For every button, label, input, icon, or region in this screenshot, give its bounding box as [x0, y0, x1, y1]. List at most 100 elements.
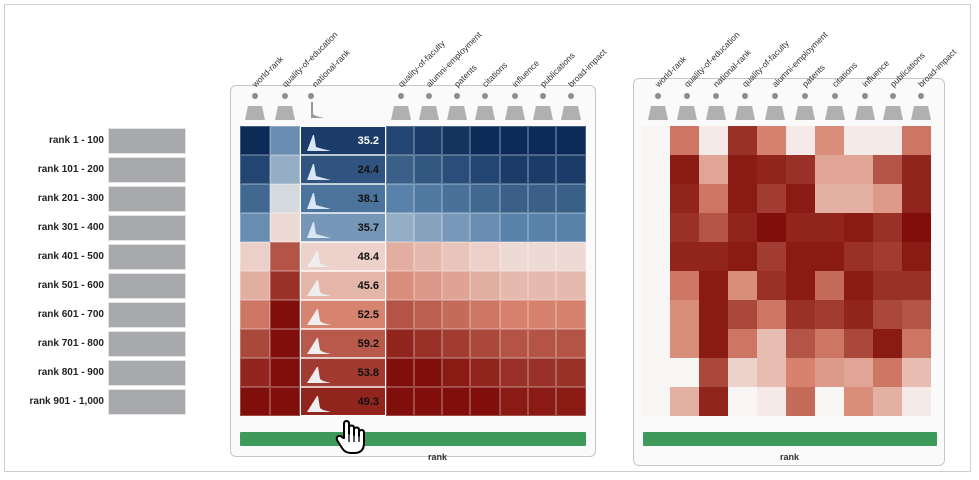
- heatmap-cell[interactable]: [786, 184, 815, 213]
- distribution-glyph-icon[interactable]: [444, 92, 470, 127]
- row-bar[interactable]: [108, 244, 186, 270]
- distribution-glyph-icon[interactable]: [242, 92, 268, 127]
- heatmap-cell[interactable]: [786, 126, 815, 155]
- heatmap-cell[interactable]: [270, 213, 300, 242]
- heatmap-cell[interactable]: [414, 271, 442, 300]
- row-bar[interactable]: [108, 389, 186, 415]
- heatmap-cell[interactable]: [470, 126, 500, 155]
- heatmap-cell[interactable]: [844, 329, 873, 358]
- heatmap-cell[interactable]: [699, 155, 728, 184]
- heatmap-cell[interactable]: [386, 358, 414, 387]
- distribution-glyph-icon[interactable]: [822, 92, 848, 127]
- heatmap-cell[interactable]: [500, 126, 528, 155]
- heatmap-cell[interactable]: [470, 184, 500, 213]
- heatmap-cell[interactable]: [240, 184, 270, 213]
- heatmap-cell[interactable]: [442, 213, 470, 242]
- heatmap-cell[interactable]: [386, 387, 414, 416]
- left-rank-bar[interactable]: [240, 432, 586, 446]
- distribution-glyph-icon[interactable]: [302, 92, 328, 127]
- right-rank-bar[interactable]: [643, 432, 937, 446]
- distribution-glyph-icon[interactable]: [703, 92, 729, 127]
- heatmap-cell[interactable]: [556, 300, 586, 329]
- heatmap-cell[interactable]: [786, 271, 815, 300]
- heatmap-cell[interactable]: [500, 155, 528, 184]
- heatmap-cell[interactable]: [414, 126, 442, 155]
- heatmap-cell[interactable]: [442, 126, 470, 155]
- heatmap-cell[interactable]: [844, 358, 873, 387]
- distribution-glyph-icon[interactable]: [908, 92, 934, 127]
- heatmap-cell[interactable]: [442, 300, 470, 329]
- histogram-cell[interactable]: 59.2: [300, 329, 386, 358]
- heatmap-cell[interactable]: [815, 300, 844, 329]
- heatmap-cell[interactable]: [240, 242, 270, 271]
- heatmap-cell[interactable]: [386, 242, 414, 271]
- heatmap-cell[interactable]: [815, 387, 844, 416]
- heatmap-cell[interactable]: [757, 213, 786, 242]
- heatmap-cell[interactable]: [414, 329, 442, 358]
- heatmap-cell[interactable]: [386, 126, 414, 155]
- heatmap-cell[interactable]: [386, 329, 414, 358]
- heatmap-cell[interactable]: [240, 213, 270, 242]
- heatmap-cell[interactable]: [500, 242, 528, 271]
- distribution-glyph-icon[interactable]: [762, 92, 788, 127]
- heatmap-cell[interactable]: [670, 242, 699, 271]
- heatmap-cell[interactable]: [902, 387, 931, 416]
- heatmap-cell[interactable]: [414, 358, 442, 387]
- heatmap-cell[interactable]: [442, 329, 470, 358]
- row-bar[interactable]: [108, 331, 186, 357]
- heatmap-cell[interactable]: [470, 155, 500, 184]
- heatmap-cell[interactable]: [641, 300, 670, 329]
- distribution-glyph-icon[interactable]: [530, 92, 556, 127]
- distribution-glyph-icon[interactable]: [558, 92, 584, 127]
- heatmap-cell[interactable]: [902, 126, 931, 155]
- heatmap-cell[interactable]: [556, 358, 586, 387]
- heatmap-cell[interactable]: [670, 126, 699, 155]
- heatmap-cell[interactable]: [699, 329, 728, 358]
- heatmap-cell[interactable]: [270, 126, 300, 155]
- heatmap-cell[interactable]: [786, 300, 815, 329]
- distribution-glyph-icon[interactable]: [272, 92, 298, 127]
- heatmap-cell[interactable]: [500, 213, 528, 242]
- heatmap-cell[interactable]: [757, 387, 786, 416]
- heatmap-cell[interactable]: [699, 242, 728, 271]
- heatmap-cell[interactable]: [873, 358, 902, 387]
- heatmap-cell[interactable]: [873, 242, 902, 271]
- distribution-glyph-icon[interactable]: [645, 92, 671, 127]
- histogram-cell[interactable]: 38.1: [300, 184, 386, 213]
- heatmap-cell[interactable]: [844, 126, 873, 155]
- heatmap-cell[interactable]: [500, 300, 528, 329]
- distribution-glyph-icon[interactable]: [880, 92, 906, 127]
- histogram-cell[interactable]: 53.8: [300, 358, 386, 387]
- heatmap-cell[interactable]: [670, 300, 699, 329]
- heatmap-cell[interactable]: [414, 184, 442, 213]
- heatmap-cell[interactable]: [844, 271, 873, 300]
- histogram-cell[interactable]: 35.7: [300, 213, 386, 242]
- heatmap-cell[interactable]: [528, 213, 556, 242]
- heatmap-cell[interactable]: [556, 184, 586, 213]
- heatmap-cell[interactable]: [556, 213, 586, 242]
- heatmap-cell[interactable]: [670, 213, 699, 242]
- heatmap-cell[interactable]: [556, 155, 586, 184]
- heatmap-cell[interactable]: [500, 358, 528, 387]
- heatmap-cell[interactable]: [470, 300, 500, 329]
- heatmap-cell[interactable]: [240, 300, 270, 329]
- heatmap-cell[interactable]: [757, 300, 786, 329]
- heatmap-cell[interactable]: [728, 184, 757, 213]
- histogram-cell[interactable]: 52.5: [300, 300, 386, 329]
- heatmap-cell[interactable]: [528, 184, 556, 213]
- heatmap-cell[interactable]: [902, 358, 931, 387]
- distribution-glyph-icon[interactable]: [502, 92, 528, 127]
- heatmap-cell[interactable]: [641, 213, 670, 242]
- heatmap-cell[interactable]: [442, 271, 470, 300]
- heatmap-cell[interactable]: [240, 329, 270, 358]
- heatmap-cell[interactable]: [873, 387, 902, 416]
- distribution-glyph-icon[interactable]: [416, 92, 442, 127]
- distribution-glyph-icon[interactable]: [388, 92, 414, 127]
- heatmap-cell[interactable]: [873, 213, 902, 242]
- heatmap-cell[interactable]: [728, 358, 757, 387]
- heatmap-cell[interactable]: [815, 271, 844, 300]
- heatmap-cell[interactable]: [386, 155, 414, 184]
- heatmap-cell[interactable]: [386, 184, 414, 213]
- heatmap-cell[interactable]: [500, 387, 528, 416]
- heatmap-cell[interactable]: [815, 184, 844, 213]
